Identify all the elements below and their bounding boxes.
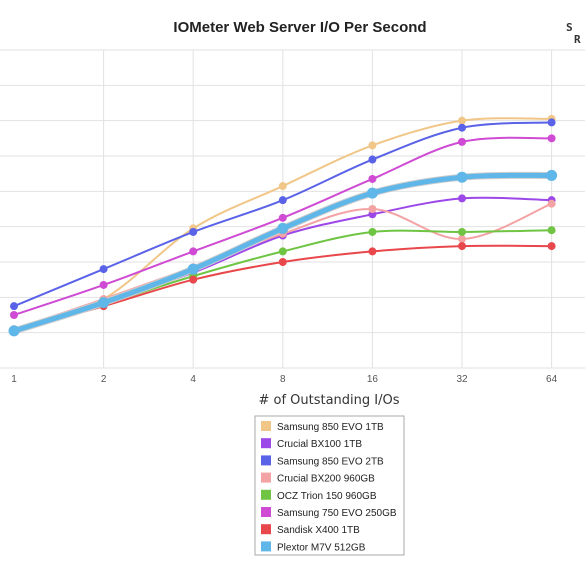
site-logo: S R [566,21,581,46]
data-point [456,171,468,183]
legend-swatch [261,541,271,552]
data-point [99,265,108,274]
data-point [278,182,287,191]
data-point [189,227,198,236]
data-point [277,222,289,234]
legend: Samsung 850 EVO 1TB Crucial BX100 1TB Sams… [254,415,405,556]
legend-box [254,415,405,556]
data-point [278,247,287,256]
data-point [8,325,20,337]
data-point [10,311,18,319]
data-point [546,169,558,181]
legend-swatch [261,472,271,483]
data-point [368,155,377,164]
data-point [278,258,287,266]
logo-letter-top: S [566,21,573,34]
data-point [368,205,377,213]
legend-swatch [261,438,271,449]
data-point [98,297,110,309]
legend-swatch [261,524,271,535]
x-tick-label: 16 [367,374,379,385]
legend-swatch [261,455,271,466]
x-tick-label: 64 [546,374,558,385]
data-point [366,187,378,199]
data-point [10,302,18,311]
data-point [187,263,199,275]
x-tick-label: 8 [280,374,286,385]
legend-entry: Crucial BX200 960GB [277,474,375,485]
legend-swatch [261,489,271,500]
series-plextor-m7v-512gb [8,169,558,337]
logo-letter-bottom: R [574,33,581,46]
data-point [547,226,556,235]
legend-swatch [261,421,271,431]
data-point [278,213,287,222]
legend-swatch [261,507,271,517]
x-tick-label: 1 [11,374,17,385]
data-point [458,242,466,251]
x-axis-label: # of Outstanding I/Os [258,393,399,408]
legend-entry: Plextor M7V 512GB [277,542,366,553]
data-point [458,194,466,203]
legend-entry: Samsung 850 EVO 1TB [277,422,384,433]
plot-area [14,50,585,368]
data-point [547,118,556,127]
data-point [189,247,198,256]
data-point [368,141,377,150]
series-samsung-850-evo-2tb [10,118,556,311]
data-point [458,137,466,146]
data-point [547,199,556,208]
data-point [368,247,377,256]
data-point [368,174,377,183]
x-tick-label: 32 [456,374,468,385]
data-point [189,275,198,284]
legend-entry: Samsung 750 EVO 250GB [277,508,397,519]
data-point [458,235,466,244]
data-point [278,196,287,205]
data-point [547,134,556,143]
x-tick-label: 4 [190,374,196,385]
series-samsung-750-evo-250gb [10,134,556,319]
x-axis-ticks: 1 2 4 8 16 32 64 [11,374,557,385]
legend-entry: Sandisk X400 1TB [277,525,360,536]
legend-entry: Samsung 850 EVO 2TB [277,456,384,467]
data-point [368,227,377,236]
data-point [458,123,466,132]
legend-entry: OCZ Trion 150 960GB [277,491,377,502]
data-point [547,242,556,251]
data-point [99,280,108,289]
data-point [458,116,466,125]
x-tick-label: 2 [101,374,107,385]
data-point [458,227,466,236]
series-layer [8,114,558,337]
legend-entry: Crucial BX100 1TB [277,439,362,450]
chart-title: IOMeter Web Server I/O Per Second [173,19,426,36]
